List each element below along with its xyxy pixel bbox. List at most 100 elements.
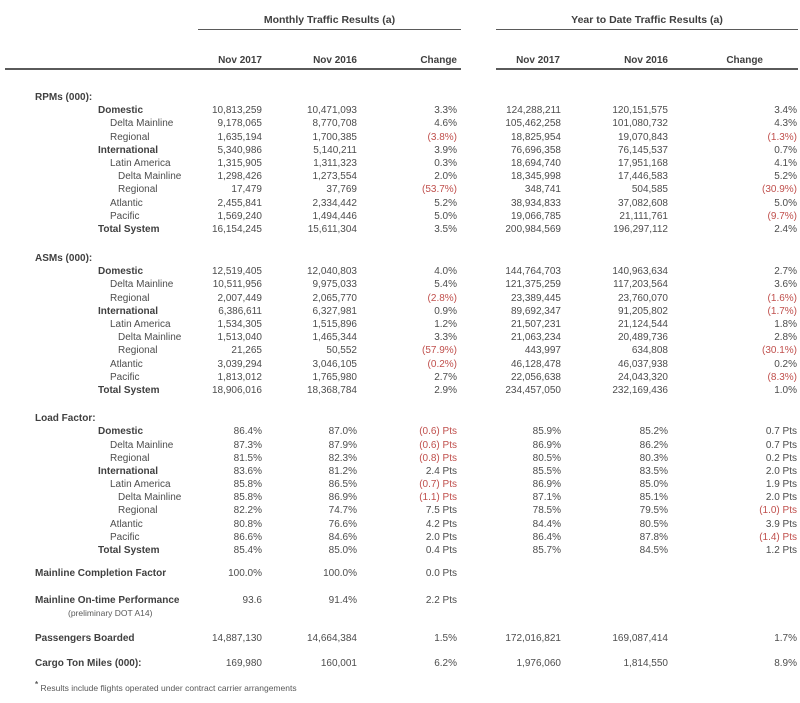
cell-monthly-change: 0.0 Pts <box>425 568 457 580</box>
table-row: Pacific 1,569,240 1,494,446 5.0% 19,066,785 2… <box>5 210 800 223</box>
cell-ytd-nov2016: 117,203,564 <box>613 279 668 291</box>
cell-monthly-change: (57.9%) <box>421 345 457 357</box>
table-row: Atlantic 80.8% 76.6% 4.2 Pts 84.4% 80.5% 3.9 P… <box>5 518 800 531</box>
table-row: Atlantic 2,455,841 2,334,442 5.2% 38,934,833… <box>5 197 800 210</box>
row-label: Domestic <box>98 105 144 117</box>
table-row: Regional 2,007,449 2,065,770 (2.8%) 23,389,4… <box>5 292 800 305</box>
cell-ytd-nov2016: 21,124,544 <box>617 319 668 330</box>
cell-monthly-change: 0.4 Pts <box>425 545 457 556</box>
column-gap <box>461 210 496 223</box>
cell-monthly-change: 2.0 Pts <box>425 531 457 543</box>
cell-ytd-change: 0.7 Pts <box>765 426 797 438</box>
cell-monthly-nov2017: 85.8% <box>233 492 262 504</box>
column-gap <box>461 371 496 384</box>
monthly-results-title: Monthly Traffic Results (a) <box>198 13 461 30</box>
column-gap <box>461 117 496 130</box>
cell-ytd-change: (1.6%) <box>767 292 797 304</box>
cell-monthly-change: 4.2 Pts <box>425 518 457 530</box>
col-header-monthly-nov2017: Nov 2017 <box>218 55 262 66</box>
table-row: Regional 21,265 50,552 (57.9%) 443,997 634,80… <box>5 344 800 357</box>
cell-ytd-nov2017: 124,288,211 <box>506 105 561 117</box>
cell-ytd-nov2016: 80.5% <box>639 518 668 530</box>
row-label: International <box>98 465 159 477</box>
table-row: Total System 16,154,245 15,611,304 3.5% 200,… <box>5 223 800 236</box>
row-label: Passengers Boarded <box>35 632 135 644</box>
column-gap <box>461 318 496 331</box>
cell-monthly-change: 5.0% <box>434 210 457 222</box>
column-gap <box>461 197 496 210</box>
cell-monthly-nov2017: 10,511,956 <box>212 279 262 291</box>
footnote-marker: * <box>35 679 39 689</box>
row-label: Cargo Ton Miles (000): <box>35 657 142 669</box>
table-row: International 6,386,611 6,327,981 0.9% 89,69… <box>5 305 800 318</box>
cell-ytd-change: (1.0) Pts <box>759 505 797 517</box>
cell-ytd-nov2016: 19,070,843 <box>617 131 668 143</box>
column-gap <box>461 465 496 478</box>
cell-monthly-nov2016: 3,046,105 <box>312 358 358 370</box>
column-gap <box>461 54 496 68</box>
table-row: International 5,340,986 5,140,211 3.9% 76,69… <box>5 144 800 157</box>
cell-monthly-nov2017: 83.6% <box>233 465 262 477</box>
cell-ytd-nov2017: 172,016,821 <box>505 632 561 644</box>
cell-monthly-change: (0.6) Pts <box>419 439 457 451</box>
cell-ytd-change: 2.0 Pts <box>765 465 797 477</box>
label-column-header <box>5 54 198 68</box>
col-header-ytd-nov2016: Nov 2016 <box>624 55 668 66</box>
cell-ytd-nov2016: 232,169,436 <box>612 384 668 396</box>
column-gap <box>461 131 496 144</box>
cell-monthly-change: (1.1) Pts <box>419 492 457 504</box>
cell-ytd-nov2017: 85.5% <box>532 465 561 477</box>
cell-monthly-change: 5.4% <box>434 279 457 291</box>
cell-monthly-change: 2.0% <box>434 171 457 183</box>
cell-ytd-nov2017: 348,741 <box>524 184 561 196</box>
footnote-text: Results include flights operated under c… <box>40 682 297 693</box>
col-header-monthly-nov2016: Nov 2016 <box>313 55 357 66</box>
cell-monthly-nov2017: 100.0% <box>228 568 262 580</box>
row-label: International <box>98 144 159 156</box>
table-row: Pacific 1,813,012 1,765,980 2.7% 22,056,638 2… <box>5 371 800 384</box>
cell-ytd-nov2016: 85.0% <box>639 479 668 491</box>
summary-row: Passengers Boarded 14,887,130 14,664,384 1.… <box>5 632 800 645</box>
cell-ytd-nov2016: 140,963,634 <box>612 266 668 278</box>
section-title: ASMs (000): <box>35 253 93 265</box>
cell-monthly-nov2017: 93.6 <box>242 595 262 607</box>
cell-ytd-nov2017: 76,696,358 <box>510 144 561 156</box>
row-label: Latin America <box>110 319 171 330</box>
cell-monthly-nov2016: 76.6% <box>328 518 357 530</box>
cell-monthly-change: (0.7) Pts <box>419 479 457 491</box>
cell-monthly-nov2016: 10,471,093 <box>306 105 357 117</box>
cell-ytd-change: 0.7% <box>774 144 797 156</box>
cell-monthly-change: 5.2% <box>434 197 457 209</box>
cell-monthly-nov2017: 2,455,841 <box>217 197 263 209</box>
cell-ytd-nov2016: 17,951,168 <box>617 157 668 169</box>
row-label: Atlantic <box>110 518 143 530</box>
cell-ytd-nov2017: 38,934,833 <box>510 197 561 209</box>
column-gap <box>461 439 496 452</box>
cell-monthly-nov2016: 2,065,770 <box>312 292 358 304</box>
row-label: Latin America <box>110 157 171 169</box>
row-sublabel: (preliminary DOT A14) <box>68 607 153 618</box>
cell-ytd-nov2017: 18,694,740 <box>510 157 561 169</box>
cell-ytd-nov2016: 17,446,583 <box>617 171 668 183</box>
column-gap <box>461 223 496 236</box>
cell-monthly-nov2017: 5,340,986 <box>217 144 263 156</box>
col-header-ytd-nov2017: Nov 2017 <box>516 55 560 66</box>
cell-monthly-nov2017: 85.8% <box>233 479 262 491</box>
column-gap <box>461 331 496 344</box>
cell-ytd-change: 3.4% <box>774 105 797 117</box>
cell-monthly-nov2017: 1,534,305 <box>217 319 263 330</box>
table-row: Delta Mainline 10,511,956 9,975,033 5.4% 121… <box>5 278 800 291</box>
row-label: Pacific <box>110 531 140 543</box>
cell-ytd-change: 2.4% <box>774 223 797 235</box>
column-gap <box>461 594 496 607</box>
row-label: Latin America <box>110 479 171 491</box>
summary-row: Cargo Ton Miles (000): 169,980 160,001 6.2%… <box>5 657 800 670</box>
column-gap <box>461 358 496 371</box>
column-gap <box>461 144 496 157</box>
column-gap <box>461 157 496 170</box>
cell-monthly-change: 3.5% <box>434 223 457 235</box>
cell-monthly-nov2016: 37,769 <box>326 184 357 196</box>
cell-ytd-nov2017: 22,056,638 <box>510 371 561 383</box>
cell-monthly-change: 1.2% <box>434 319 457 330</box>
column-gap <box>461 104 496 117</box>
